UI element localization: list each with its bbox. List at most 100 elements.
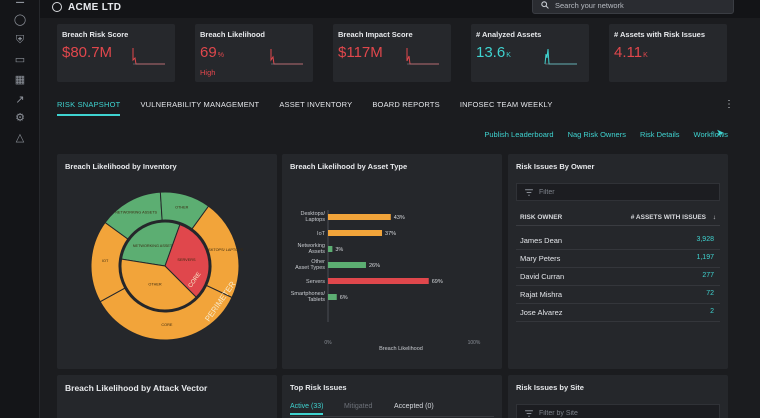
asset-type-bar-chart[interactable]: Desktops/Laptops 43%IoT 37%NetworkingAsset… <box>282 172 502 369</box>
owner-name: David Curran <box>520 272 565 281</box>
kpi-breach-likelihood[interactable]: Breach Likelihood 69% High <box>195 24 313 82</box>
kpi-value: 13.6K <box>476 44 511 61</box>
category-label: Assets <box>308 249 325 255</box>
kpi-title: Breach Impact Score <box>338 30 413 39</box>
risk-details-link[interactable]: Risk Details <box>639 130 680 139</box>
kpi-assets-with-risk-issues[interactable]: # Assets with Risk Issues 4.11K <box>609 24 727 82</box>
category-label: Other <box>311 259 325 265</box>
owner-filter-input[interactable] <box>539 188 709 196</box>
more-options-icon[interactable]: ⋮ <box>724 99 734 110</box>
panel-title: Risk Issues By Owner <box>516 162 595 171</box>
category-label: IoT <box>317 231 326 237</box>
target-icon[interactable]: ◯ <box>13 14 27 26</box>
inventory-panel: Breach Likelihood by Inventory DESKTOPS/… <box>57 154 277 369</box>
site-filter-input[interactable] <box>539 409 709 417</box>
tab-asset-inventory[interactable]: ASSET INVENTORY <box>279 100 353 109</box>
owner-panel: Risk Issues By Owner RISK OWNER # ASSETS… <box>508 154 728 369</box>
brand: ACME LTD <box>52 0 121 14</box>
sunburst-slice <box>164 223 210 298</box>
warning-icon[interactable]: △ <box>15 132 25 144</box>
owner-name: James Dean <box>520 236 563 245</box>
bar <box>328 214 391 220</box>
bar <box>328 278 429 284</box>
kpi-value: $80.7M <box>62 44 112 61</box>
panel-title: Risk Issues by Site <box>516 383 584 392</box>
tab-vulnerability-management[interactable]: VULNERABILITY MANAGEMENT <box>140 100 260 109</box>
x-tick-label: 0% <box>324 340 332 346</box>
tab-mitigated-issues[interactable]: Mitigated <box>344 403 373 410</box>
tab-risk-snapshot[interactable]: RISK SNAPSHOT <box>57 100 121 116</box>
network-search[interactable] <box>532 0 734 14</box>
search-input[interactable] <box>555 0 715 10</box>
menu-icon[interactable]: ☰ <box>15 0 25 6</box>
slice-label: NETWORKING ASSETS <box>133 244 175 248</box>
col-assets-with-issues[interactable]: # ASSETS WITH ISSUES <box>630 214 706 221</box>
kpi-sparkline <box>270 49 303 65</box>
kpi-breach-risk-score[interactable]: Breach Risk Score $80.7M <box>57 24 175 82</box>
send-icon[interactable]: ➤ <box>716 128 725 139</box>
slice-label: OTHER <box>148 283 162 287</box>
bar-value-label: 69% <box>432 279 443 285</box>
owner-count-link[interactable]: 277 <box>702 272 714 279</box>
owner-count-link[interactable]: 2 <box>710 308 714 315</box>
category-label: Asset Types <box>295 265 325 271</box>
kpi-title: # Analyzed Assets <box>476 30 542 39</box>
kpi-breach-impact-score[interactable]: Breach Impact Score $117M <box>333 24 451 82</box>
tab-infosec-team-weekly[interactable]: INFOSEC TEAM WEEKLY <box>459 100 553 109</box>
panel-title: Top Risk Issues <box>290 383 347 392</box>
kpi-sparkline <box>132 48 165 65</box>
bar-value-label: 26% <box>369 263 380 269</box>
inventory-sunburst-chart[interactable]: DESKTOPS/ LAPTOPS CORE IOT NETWORKING ASSET… <box>57 172 277 369</box>
kpi-value: 4.11K <box>614 44 648 61</box>
site-filter[interactable] <box>516 404 720 418</box>
kpi-value-number: 13.6 <box>476 44 506 61</box>
col-risk-owner[interactable]: RISK OWNER <box>520 214 563 221</box>
panel-title: Breach Likelihood by Inventory <box>65 162 177 171</box>
nag-risk-owners-link[interactable]: Nag Risk Owners <box>567 130 626 139</box>
tab-accepted-issues[interactable]: Accepted (0) <box>394 403 434 410</box>
owner-count-link[interactable]: 1,197 <box>696 254 714 261</box>
tab-board-reports[interactable]: BOARD REPORTS <box>372 100 440 109</box>
filter-icon <box>525 188 533 196</box>
owner-filter[interactable] <box>516 183 720 201</box>
slice-label: SERVERS <box>177 258 196 262</box>
kpi-value: 69% <box>200 44 224 61</box>
devices-icon[interactable]: ▭ <box>14 54 26 66</box>
brand-name: ACME LTD <box>68 1 122 13</box>
bar-value-label: 6% <box>340 295 348 301</box>
filter-icon <box>525 409 533 417</box>
table-row[interactable]: Mary Peters 1,197 <box>516 250 720 268</box>
top-bar: ACME LTD <box>40 0 760 18</box>
gear-icon[interactable]: ⚙ <box>15 112 25 124</box>
bar <box>328 230 383 236</box>
table-row[interactable]: David Curran 277 <box>516 268 720 286</box>
kpi-sparkline <box>406 48 439 65</box>
table-row[interactable]: James Dean 3,928 <box>516 232 720 250</box>
sort-down-icon[interactable]: ↓ <box>712 214 716 221</box>
kpi-value-number: 69 <box>200 44 217 61</box>
trend-icon[interactable]: ↗ <box>15 94 25 106</box>
slice-label: CORE <box>161 323 172 327</box>
slice-label: OTHER <box>175 205 189 209</box>
grid-icon[interactable]: ▦ <box>14 74 26 86</box>
site-panel: Risk Issues by Site <box>508 375 728 418</box>
category-label: Laptops <box>305 217 325 223</box>
slice-label: NETWORKING ASSETS <box>115 210 157 214</box>
dashboard-tabs: RISK SNAPSHOT VULNERABILITY MANAGEMENT A… <box>57 100 573 116</box>
brand-logo-icon <box>52 2 62 12</box>
category-label: Servers <box>306 279 325 285</box>
category-label: Tablets <box>308 297 326 303</box>
owner-name: Mary Peters <box>520 254 561 263</box>
shield-icon[interactable]: ⛨ <box>15 34 25 46</box>
table-row[interactable]: Jose Alvarez 2 <box>516 304 720 322</box>
kpi-title: Breach Risk Score <box>62 30 129 39</box>
bar <box>328 294 337 300</box>
attack-vector-panel: Breach Likelihood by Attack Vector <box>57 375 277 418</box>
tab-active-issues[interactable]: Active (33) <box>290 403 324 415</box>
table-row[interactable]: Rajat Mishra 72 <box>516 286 720 304</box>
kpi-analyzed-assets[interactable]: # Analyzed Assets 13.6K <box>471 24 589 82</box>
owner-count-link[interactable]: 3,928 <box>696 236 714 243</box>
workflows-link[interactable]: Workflows <box>693 130 728 139</box>
owner-count-link[interactable]: 72 <box>706 290 714 297</box>
publish-leaderboard-link[interactable]: Publish Leaderboard <box>484 130 554 139</box>
